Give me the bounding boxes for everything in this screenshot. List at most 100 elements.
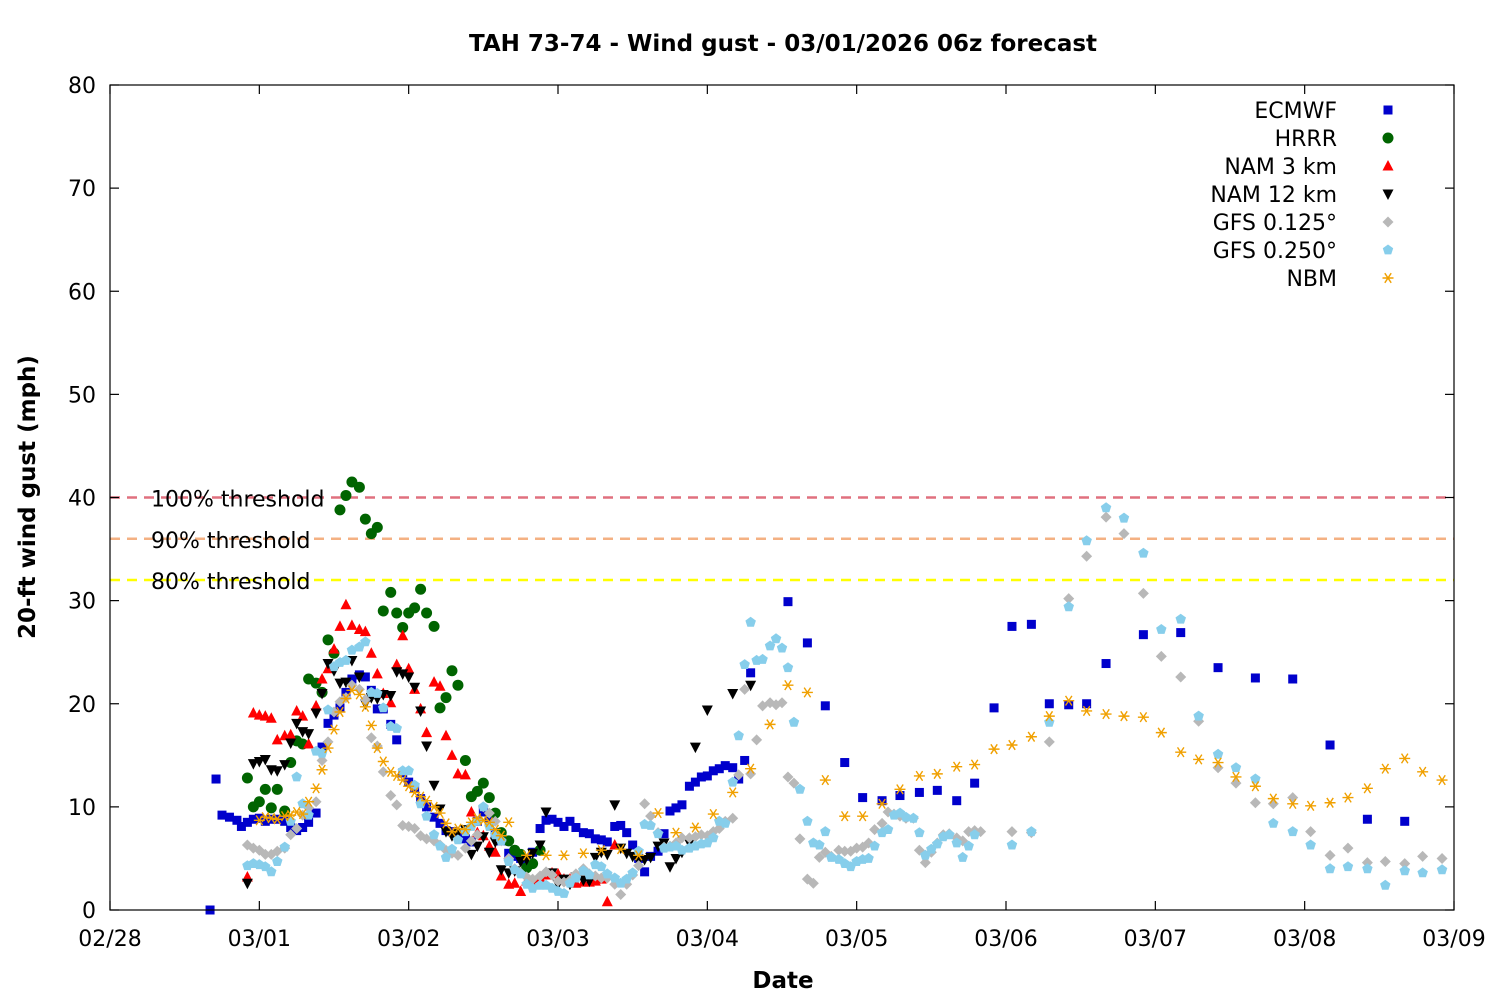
data-point [788, 777, 800, 789]
data-point [534, 840, 546, 852]
data-point [802, 815, 813, 826]
data-point [452, 823, 464, 834]
data-point [746, 668, 756, 678]
data-point [241, 878, 253, 890]
data-point [378, 702, 389, 713]
data-point [1305, 826, 1317, 838]
data-point [446, 831, 458, 842]
legend-marker [1382, 132, 1394, 144]
data-point [360, 672, 370, 682]
x-tick-label: 03/08 [1273, 927, 1336, 952]
data-point [346, 685, 358, 696]
data-point [708, 832, 719, 843]
data-point [820, 826, 831, 837]
data-point [489, 824, 501, 835]
data-point [1250, 673, 1260, 683]
data-point [285, 757, 297, 769]
y-tick-label: 80 [68, 74, 96, 99]
data-point [503, 835, 515, 847]
data-point [584, 869, 595, 880]
data-point [540, 850, 552, 861]
data-point [391, 799, 403, 811]
data-point [489, 807, 501, 819]
data-point [452, 767, 464, 779]
data-point [440, 827, 452, 838]
data-point [1400, 816, 1410, 826]
data-point [1342, 861, 1354, 872]
data-point [365, 732, 377, 744]
data-point [633, 860, 645, 872]
data-point [415, 583, 427, 595]
data-point [813, 851, 825, 863]
data-point [913, 770, 925, 782]
data-point [645, 819, 656, 830]
data-point [571, 823, 581, 832]
data-point [465, 835, 477, 847]
data-point [428, 676, 440, 687]
data-point [328, 643, 340, 654]
data-point [265, 813, 277, 824]
data-point [291, 771, 302, 782]
data-point [801, 687, 813, 698]
data-point [509, 877, 521, 888]
data-point [421, 810, 432, 821]
data-point [559, 821, 569, 831]
data-point [478, 801, 489, 812]
data-point [403, 765, 414, 776]
x-tick-label: 03/07 [1124, 927, 1187, 952]
data-point [1101, 659, 1111, 669]
data-point [484, 821, 495, 831]
data-point [421, 795, 433, 806]
data-point [1044, 716, 1055, 727]
data-point [224, 812, 234, 822]
data-point [1081, 550, 1093, 562]
data-point [359, 513, 371, 525]
data-point [1230, 777, 1242, 789]
data-point [1249, 797, 1261, 809]
data-point [932, 838, 943, 849]
data-point [1305, 839, 1316, 850]
data-point [931, 768, 943, 780]
data-point [1100, 502, 1112, 513]
data-point [253, 757, 265, 768]
data-point [377, 766, 389, 778]
data-point [802, 638, 812, 648]
data-point [1287, 826, 1298, 837]
data-point [254, 813, 264, 823]
chart-title: TAH 73-74 - Wind gust - 03/01/2026 06z f… [469, 31, 1097, 57]
data-point [503, 856, 514, 866]
data-point [840, 758, 850, 768]
data-point [1324, 797, 1336, 808]
data-point [1399, 858, 1411, 870]
data-point [286, 823, 296, 832]
data-point [1213, 663, 1223, 673]
data-point [471, 813, 483, 824]
series-ecmwf [205, 597, 1410, 915]
data-point [1043, 736, 1055, 748]
data-point [684, 781, 694, 791]
data-point [340, 693, 352, 704]
data-point [689, 822, 701, 833]
data-point [359, 701, 371, 713]
data-point [310, 796, 322, 808]
data-point [279, 841, 290, 852]
data-point [727, 776, 738, 787]
data-point [452, 679, 464, 691]
data-point [858, 793, 868, 803]
legend-label: GFS 0.250° [1213, 239, 1337, 264]
data-point [403, 672, 415, 683]
legend-marker [1383, 105, 1393, 115]
data-point [558, 850, 570, 861]
data-point [323, 718, 333, 728]
data-point [671, 803, 681, 813]
data-point [316, 747, 328, 758]
data-point [304, 817, 314, 827]
plot-area-frame [109, 84, 1455, 911]
data-point [727, 787, 739, 798]
data-point [794, 833, 806, 845]
data-point [602, 868, 613, 879]
data-point [540, 807, 552, 819]
data-point [527, 882, 538, 893]
data-point [353, 683, 365, 695]
